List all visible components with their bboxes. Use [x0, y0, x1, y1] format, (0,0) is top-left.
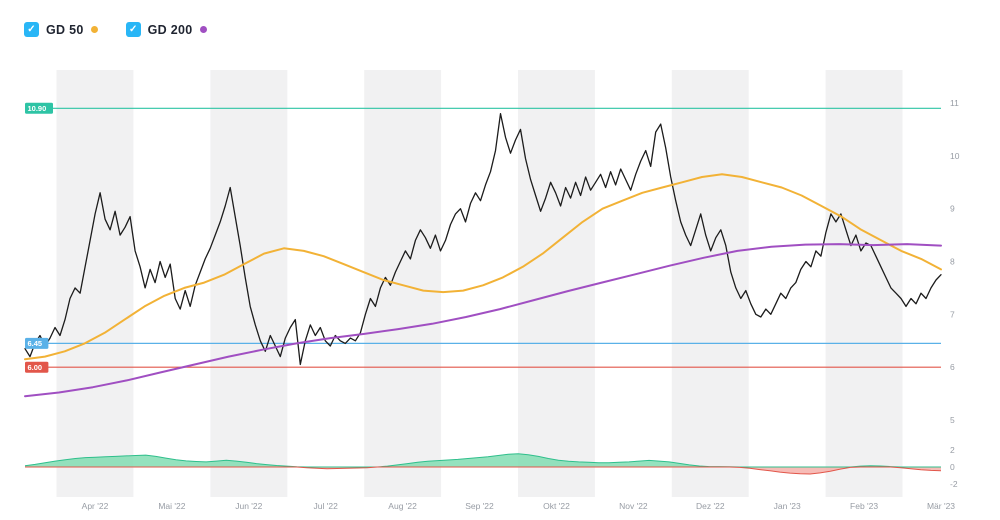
- x-axis-label: Jul '22: [314, 501, 339, 511]
- gd200-color-dot: [199, 26, 207, 33]
- x-axis-label: Nov '22: [619, 501, 648, 511]
- gd200-line: [24, 243, 942, 398]
- month-band: [825, 70, 903, 497]
- threshold-badge-label: 10.90: [28, 104, 47, 113]
- x-axis-label: Dez '22: [696, 501, 725, 511]
- y-axis-tick: 5: [950, 415, 955, 425]
- chart-legend: ✓ GD 50 ✓ GD 200: [24, 22, 207, 37]
- y-axis-tick: 8: [950, 257, 955, 267]
- x-axis-label: Feb '23: [850, 501, 878, 511]
- y-axis-tick: 11: [950, 98, 959, 108]
- y-axis-tick: 9: [950, 204, 955, 214]
- oscillator-axis-tick: -2: [950, 479, 958, 489]
- month-band: [364, 70, 442, 497]
- oscillator-positive-area: [25, 453, 941, 467]
- y-axis-tick: 10: [950, 151, 960, 161]
- x-axis-label: Apr '22: [82, 501, 109, 511]
- oscillator-positive-line: [24, 453, 941, 468]
- oscillator-negative-area: [25, 467, 941, 474]
- gd50-line: [24, 173, 942, 361]
- legend-item-gd50[interactable]: ✓ GD 50: [24, 22, 98, 37]
- y-axis-tick: 6: [950, 362, 955, 372]
- price-line: [24, 112, 942, 366]
- x-axis-label: Aug '22: [388, 501, 417, 511]
- x-axis-label: Sep '22: [465, 501, 494, 511]
- gd50-label: GD 50: [46, 22, 84, 37]
- gd200-label: GD 200: [147, 22, 193, 37]
- x-axis-label: Jan '23: [774, 501, 801, 511]
- gd50-color-dot: [90, 26, 98, 33]
- legend-item-gd200[interactable]: ✓ GD 200: [125, 22, 207, 37]
- threshold-badge-label: 6.45: [28, 339, 43, 348]
- gd200-checkbox[interactable]: ✓: [125, 22, 141, 37]
- threshold-badge: [25, 361, 49, 373]
- x-axis-label: Jun '22: [235, 501, 262, 511]
- oscillator-negative-line: [25, 466, 942, 475]
- threshold-badge: [25, 337, 49, 349]
- threshold-badge: [25, 102, 53, 114]
- month-band: [671, 70, 749, 497]
- y-axis-tick: 7: [950, 309, 955, 319]
- x-axis-label: Mär '23: [927, 501, 955, 511]
- x-axis-label: Okt '22: [543, 501, 570, 511]
- oscillator-axis-tick: 2: [950, 445, 955, 455]
- month-band: [210, 70, 288, 497]
- month-band: [518, 70, 595, 497]
- x-axis-label: Mai '22: [158, 501, 185, 511]
- threshold-badge-label: 6.00: [28, 363, 43, 372]
- oscillator-axis-tick: 0: [950, 462, 955, 472]
- gd50-checkbox[interactable]: ✓: [24, 22, 39, 37]
- month-band: [56, 70, 134, 497]
